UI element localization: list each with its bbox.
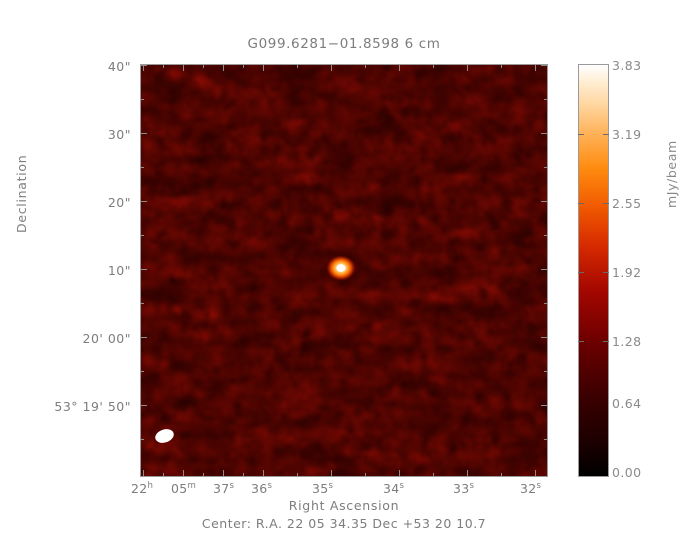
- colorbar-tick-label-1: 3.19: [612, 127, 642, 142]
- x-tick-label-7: 32s: [520, 481, 541, 497]
- point-source-peak: [336, 264, 346, 272]
- y-tick-label-4: 20' 00": [82, 331, 131, 346]
- y-tick-label-5: 53° 19' 50": [54, 399, 131, 414]
- x-tick-label-3: 36s: [251, 481, 272, 497]
- x-tick-label-6: 33s: [453, 481, 474, 497]
- colorbar-tick-label-0: 3.83: [612, 58, 642, 73]
- y-tick-label-3: 10": [107, 263, 131, 278]
- x-tick-label-4: 35s: [312, 481, 333, 497]
- colorbar-tick-label-5: 0.64: [612, 396, 642, 411]
- x-tick-label-1: 05m: [171, 481, 196, 497]
- x-tick-label-2: 37s: [213, 481, 234, 497]
- y-tick-label-1: 30": [107, 127, 131, 142]
- colorbar-tick-label-6: 0.00: [612, 465, 642, 480]
- colorbar[interactable]: [578, 64, 609, 477]
- x-tick-label-0: 22h: [131, 481, 153, 497]
- colorbar-tick-label-2: 2.55: [612, 196, 642, 211]
- sky-image-panel[interactable]: [140, 64, 548, 477]
- y-axis-title: Declination: [14, 154, 29, 233]
- x-tick-label-5: 34s: [383, 481, 404, 497]
- y-tick-label-2: 20": [107, 195, 131, 210]
- figure-title: G099.6281−01.8598 6 cm: [247, 36, 441, 52]
- figure-caption: Center: R.A. 22 05 34.35 Dec +53 20 10.7: [201, 516, 487, 531]
- colorbar-tick-label-4: 1.28: [612, 334, 642, 349]
- synthesized-beam-ellipse: [155, 429, 174, 443]
- colorbar-axis-title: mJy/beam: [664, 140, 679, 208]
- sky-image-canvas: [141, 65, 547, 476]
- x-axis-title: Right Ascension: [288, 498, 400, 513]
- y-tick-label-0: 40": [107, 59, 131, 74]
- colorbar-tick-label-3: 1.92: [612, 265, 642, 280]
